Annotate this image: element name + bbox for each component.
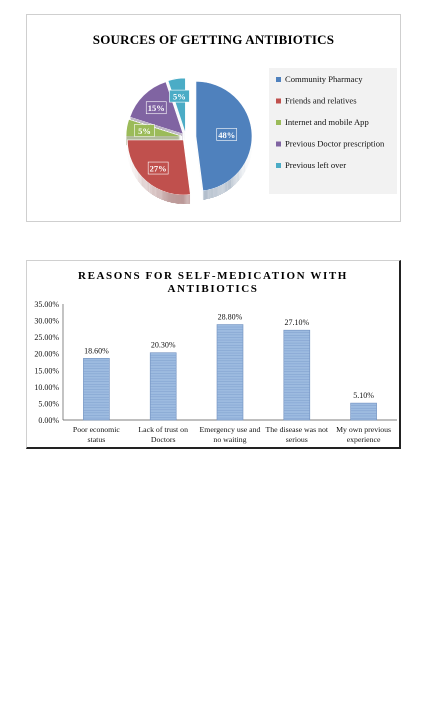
pie-data-label-box [147, 161, 169, 175]
bar [216, 324, 244, 421]
bar [283, 329, 311, 421]
bar-value-label: 18.60% [84, 346, 109, 355]
x-category-label: status [88, 435, 106, 444]
legend-swatch [276, 120, 281, 125]
pie-data-label: 5% [173, 92, 186, 102]
bar-value-label: 28.80% [218, 313, 243, 322]
x-category-label: serious [286, 435, 308, 444]
legend-swatch [276, 77, 281, 82]
x-category-label: My own previous [336, 425, 391, 434]
pie-data-label-box [169, 89, 190, 103]
pie-data-label-box [145, 101, 167, 115]
legend-entry: Friends and relatives [285, 96, 357, 106]
x-category-label: Lack of trust on [138, 425, 188, 434]
legend-entry: Previous Doctor prescription [285, 139, 385, 149]
x-category-label: The disease was not [266, 425, 329, 434]
y-tick-label: 35.00% [34, 300, 59, 309]
legend-swatch [276, 141, 281, 147]
x-category-label: Poor economic [73, 425, 121, 434]
x-category-label: no waiting [213, 435, 246, 444]
x-category-label: Emergency use and [200, 425, 261, 434]
x-category-label: experience [347, 435, 381, 444]
legend-entry: Community Pharmacy [285, 74, 363, 84]
bar-value-label: 5.10% [353, 391, 374, 400]
y-tick-label: 25.00% [34, 333, 59, 342]
y-tick-label: 15.00% [34, 366, 59, 375]
pie-chart-svg: 48% 27% 5% 15% 5% Community Pharmacy Friends a… [125, 68, 397, 205]
bar-value-label: 27.10% [284, 318, 309, 327]
pie-data-label: 5% [138, 126, 151, 136]
bar-value-label: 20.30% [151, 341, 176, 350]
pie-data-label: 48% [218, 130, 235, 140]
x-category-label: Doctors [151, 435, 176, 444]
bar-chart-svg: 0.00% 5.00% 10.00% 15.00% 20.00% 25.00% 30.00%… [34, 300, 397, 444]
pie-data-label-box [134, 124, 155, 137]
y-tick-label: 5.00% [38, 399, 59, 408]
pie-chart-panel: SOURCES OF GETTING ANTIBIOTICS 48% 27% 5% 1… [26, 14, 401, 222]
legend-entry: Previous left over [285, 160, 346, 170]
y-tick-label: 30.00% [34, 317, 59, 326]
bar [83, 358, 110, 421]
y-tick-label: 10.00% [34, 383, 59, 392]
y-tick-label: 0.00% [38, 416, 59, 425]
legend-swatch [276, 98, 281, 104]
legend-entry: Internet and mobile App [285, 117, 369, 127]
y-tick-label: 20.00% [34, 350, 59, 359]
bar-chart-panel: REASONS FOR SELF-MEDICATION WITH ANTIBIOT… [26, 260, 401, 449]
pie-data-label-box [216, 128, 238, 141]
legend-swatch [276, 163, 281, 168]
pie-data-label: 15% [148, 103, 165, 113]
pie-legend [269, 68, 397, 194]
pie-data-label: 27% [150, 164, 167, 174]
bar-chart-title: REASONS FOR SELF-MEDICATION WITH ANTIBIOT… [78, 270, 348, 295]
pie-chart-title: SOURCES OF GETTING ANTIBIOTICS [92, 32, 335, 47]
